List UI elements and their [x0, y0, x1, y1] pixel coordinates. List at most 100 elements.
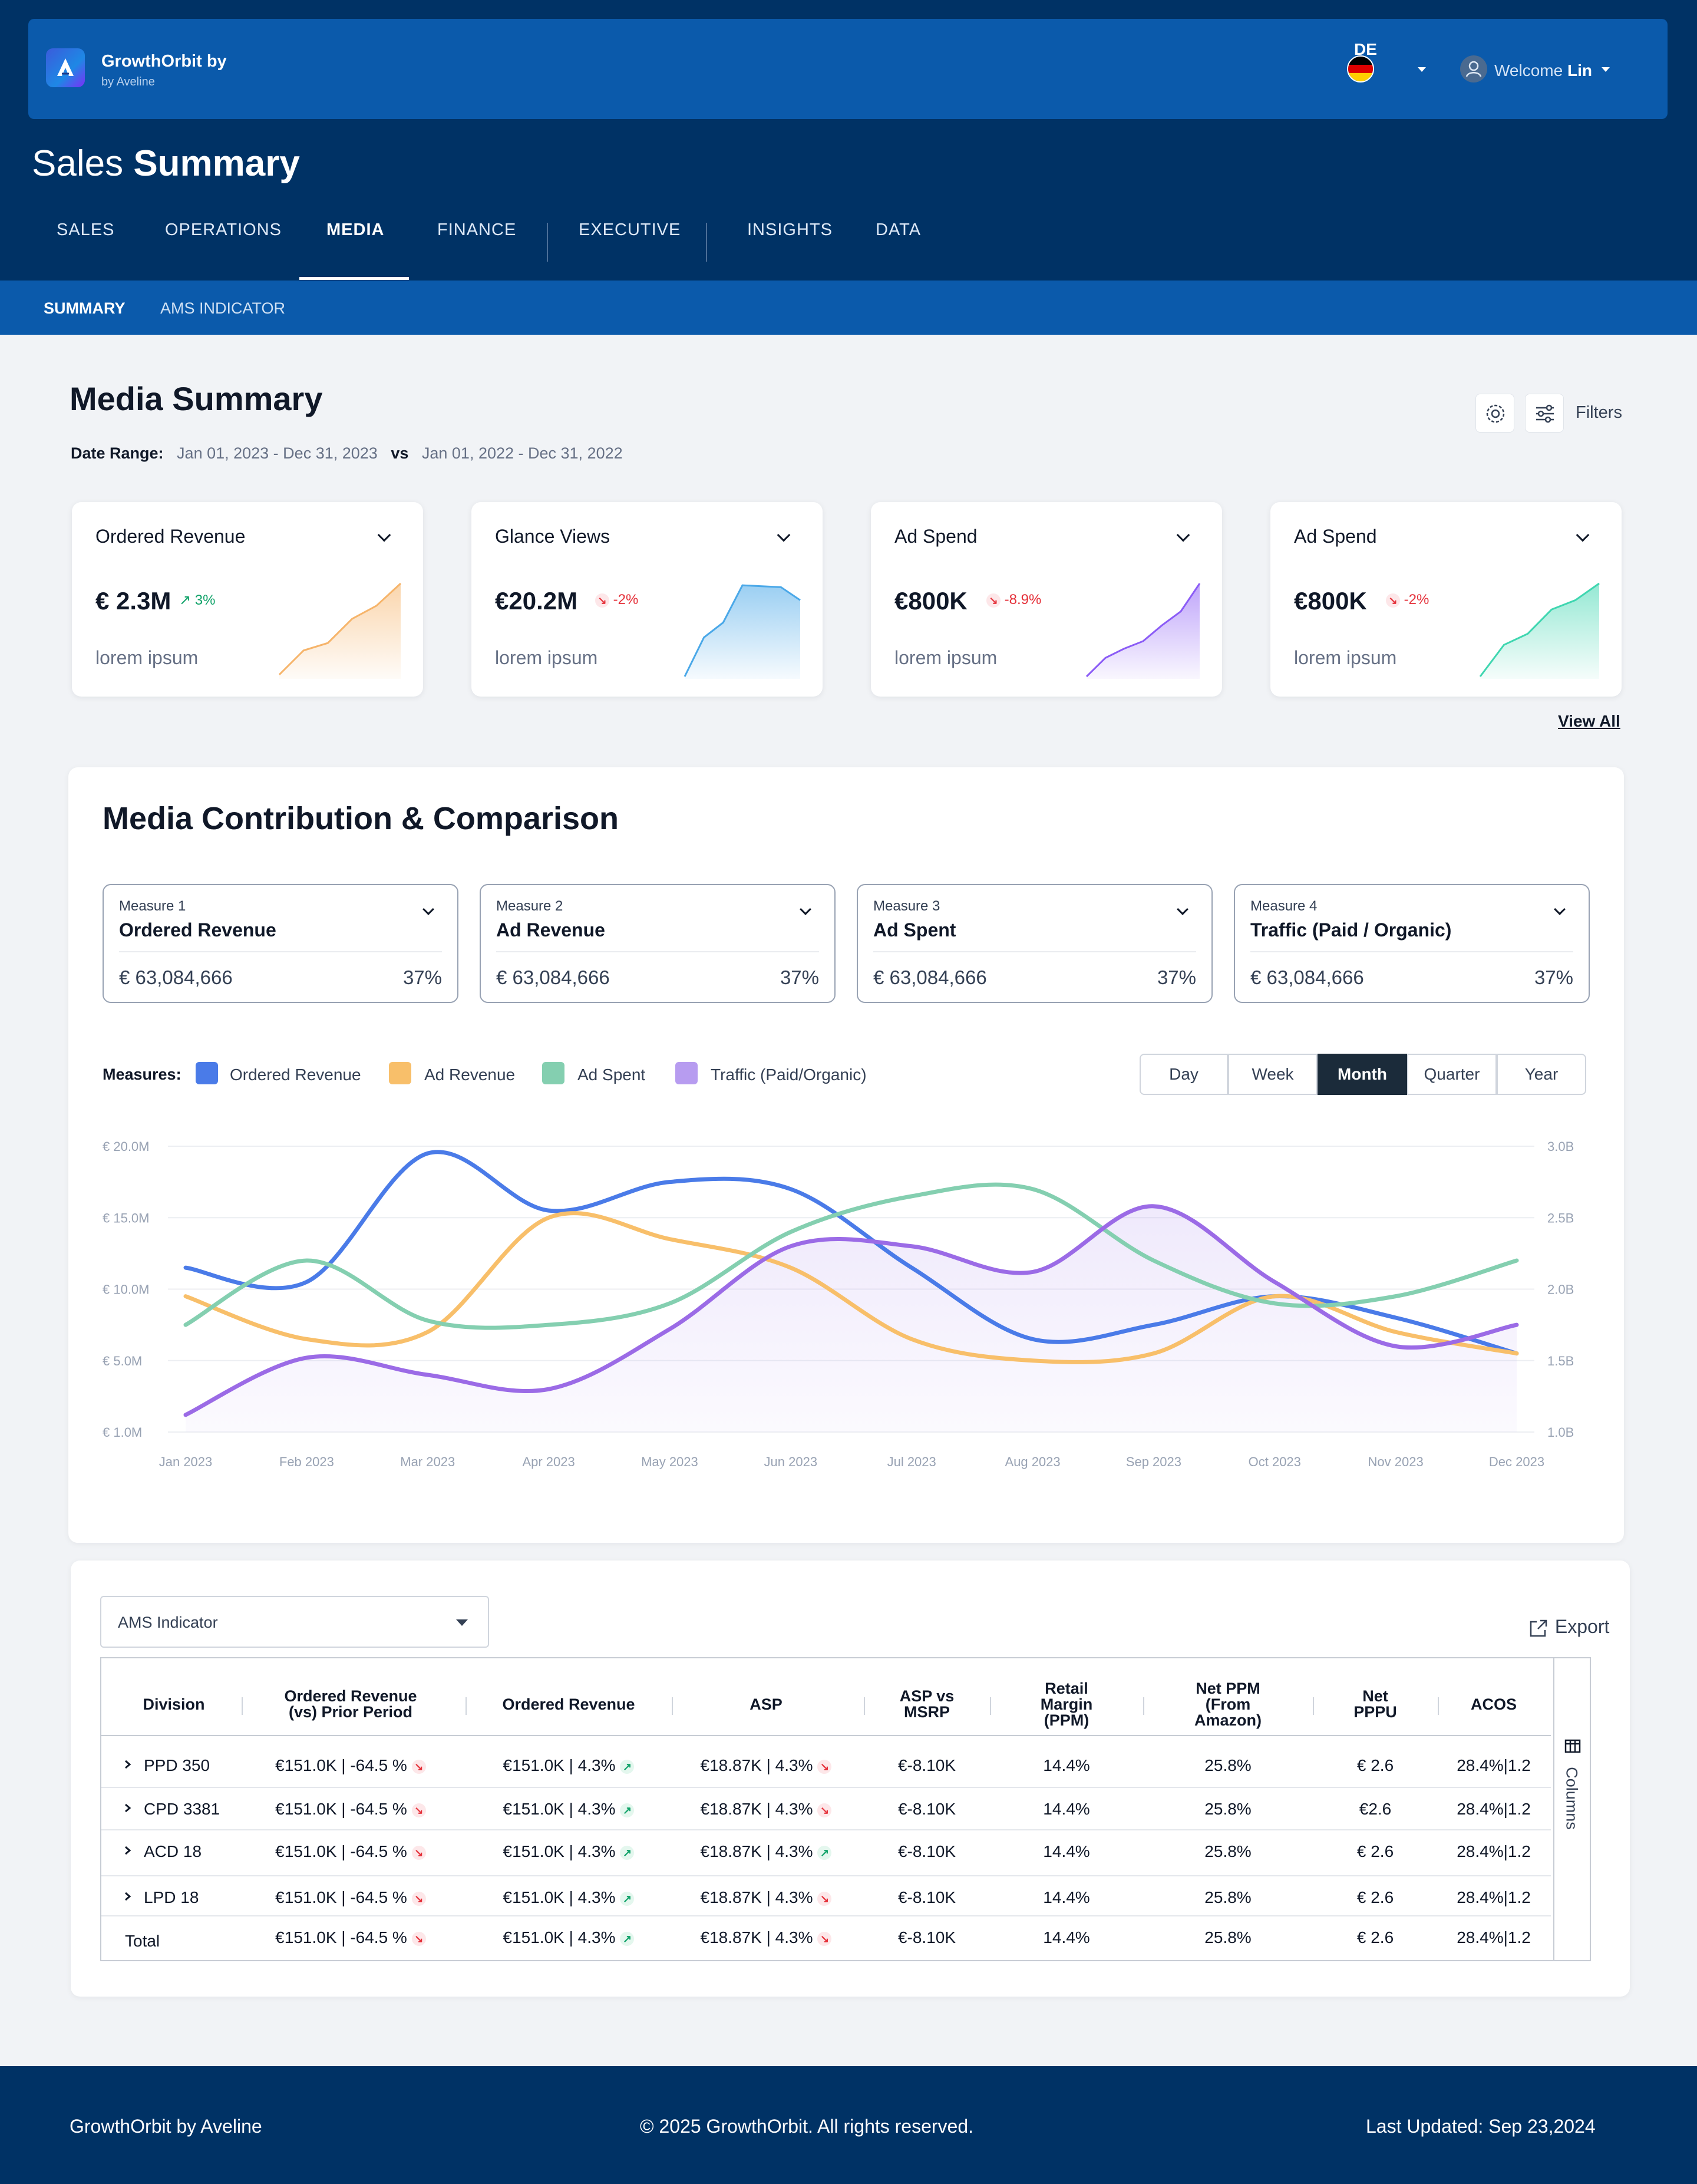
kpi-title: Glance Views — [495, 526, 610, 547]
chevron-down-icon[interactable] — [777, 528, 791, 542]
division-cell: LPD 18 — [144, 1888, 199, 1906]
chevron-down-icon[interactable] — [800, 903, 811, 915]
date-range[interactable]: Date Range: Jan 01, 2023 - Dec 31, 2023 … — [71, 444, 623, 462]
kpi-card[interactable]: Glance Views €20.2M ↘ -2% lorem ipsum — [471, 502, 823, 697]
tab-operations[interactable]: OPERATIONS — [165, 220, 282, 239]
filters-label[interactable]: Filters — [1576, 403, 1622, 422]
kpi-card[interactable]: Ad Spend €800K ↘ -8.9% lorem ipsum — [871, 502, 1222, 697]
column-header[interactable]: ASP — [750, 1695, 783, 1713]
chevron-down-icon[interactable] — [1554, 903, 1566, 915]
asp_msrp-cell: €-8.10K — [897, 1800, 956, 1818]
period-year[interactable]: Year — [1497, 1054, 1586, 1095]
language-selector[interactable]: DE — [1354, 40, 1377, 58]
chevron-right-icon[interactable] — [123, 1888, 133, 1909]
measure-percent: 37% — [1157, 966, 1196, 988]
chevron-right-icon[interactable] — [123, 1756, 133, 1777]
period-week[interactable]: Week — [1228, 1054, 1318, 1095]
series-line-3 — [183, 1204, 1519, 1417]
legend-item[interactable]: Ordered Revenue — [230, 1065, 361, 1084]
period-day[interactable]: Day — [1140, 1054, 1228, 1095]
chevron-down-icon[interactable] — [1176, 528, 1190, 542]
logo-icon[interactable] — [46, 48, 85, 87]
columns-toggle[interactable]: Columns — [1553, 1658, 1590, 1960]
arrow-up-icon: ↗ — [620, 1759, 635, 1774]
y-tick-right: 1.0B — [1547, 1425, 1574, 1440]
column-header[interactable]: ASP vs MSRP — [899, 1687, 955, 1721]
column-header[interactable]: Retail Margin (PPM) — [1040, 1679, 1093, 1729]
export-button[interactable]: Export — [1527, 1616, 1609, 1639]
chevron-down-icon[interactable] — [1177, 903, 1188, 915]
measure-label: Measure 3 — [873, 898, 940, 914]
measure-card[interactable]: Measure 2 Ad Revenue € 63,084,666 37% — [480, 884, 836, 1003]
kpi-card[interactable]: Ad Spend €800K ↘ -2% lorem ipsum — [1270, 502, 1622, 697]
division-cell: Total — [125, 1932, 160, 1950]
arrow-down-icon: ↘ — [411, 1759, 426, 1774]
chevron-right-icon[interactable] — [123, 1842, 133, 1863]
footer: GrowthOrbit by Aveline © 2025 GrowthOrbi… — [0, 2066, 1697, 2184]
welcome-user[interactable]: Welcome Lin — [1494, 61, 1592, 80]
row-divider — [101, 1787, 1551, 1788]
period-month[interactable]: Month — [1318, 1054, 1407, 1095]
tab-data[interactable]: DATA — [876, 220, 922, 239]
chevron-down-icon[interactable] — [377, 528, 391, 542]
legend-item[interactable]: Traffic (Paid/Organic) — [711, 1065, 867, 1084]
column-header[interactable]: Division — [143, 1695, 205, 1713]
user-icon[interactable] — [1460, 55, 1487, 83]
acos-cell: 28.4%|1.2 — [1457, 1800, 1531, 1818]
header-separator — [1143, 1697, 1144, 1715]
legend-item[interactable]: Ad Spent — [577, 1065, 646, 1084]
column-header[interactable]: Ordered Revenue — [502, 1695, 635, 1713]
pppu-cell: € 2.6 — [1356, 1842, 1394, 1860]
tab-executive[interactable]: EXECUTIVE — [579, 220, 681, 239]
kpi-sparkline — [278, 582, 402, 679]
measure-value: € 63,084,666 — [873, 966, 987, 988]
filters-button[interactable] — [1525, 394, 1564, 433]
arrow-up-icon: ↗ — [620, 1845, 635, 1860]
arrow-up-icon: ↗ — [620, 1803, 635, 1817]
chevron-down-icon[interactable] — [1576, 528, 1590, 542]
subtab-summary[interactable]: SUMMARY — [44, 299, 126, 317]
column-header[interactable]: Net PPPU — [1353, 1687, 1397, 1721]
measure-card[interactable]: Measure 3 Ad Spent € 63,084,666 37% — [857, 884, 1213, 1003]
y-tick-left: € 20.0M — [103, 1139, 150, 1154]
x-tick: Dec 2023 — [1489, 1454, 1544, 1469]
asp_msrp-cell: €-8.10K — [897, 1756, 956, 1774]
metric-cell: €151.0K | -64.5 % ↘ — [242, 1888, 460, 1907]
arrow-down-icon: ↘ — [411, 1931, 426, 1946]
legend-swatch[interactable] — [196, 1062, 218, 1084]
column-header[interactable]: ACOS — [1470, 1695, 1517, 1713]
settings-button[interactable] — [1475, 394, 1514, 433]
tab-insights[interactable]: INSIGHTS — [747, 220, 833, 239]
column-header[interactable]: Ordered Revenue (vs) Prior Period — [284, 1687, 417, 1721]
y-tick-right: 1.5B — [1547, 1354, 1574, 1368]
subtab-ams-indicator[interactable]: AMS INDICATOR — [160, 299, 286, 317]
indicator-select[interactable]: AMS Indicator — [100, 1596, 489, 1648]
tab-sales[interactable]: SALES — [57, 220, 115, 239]
arrow-down-icon: ↘ — [411, 1845, 426, 1860]
measure-card[interactable]: Measure 1 Ordered Revenue € 63,084,666 3… — [103, 884, 458, 1003]
measure-label: Measure 4 — [1250, 898, 1318, 914]
measure-card[interactable]: Measure 4 Traffic (Paid / Organic) € 63,… — [1234, 884, 1590, 1003]
sparkline-line — [278, 582, 402, 675]
columns-label: Columns — [1563, 1767, 1581, 1830]
pppu-cell: € 2.6 — [1356, 1928, 1394, 1947]
period-quarter[interactable]: Quarter — [1407, 1054, 1497, 1095]
page-title: Sales Summary — [32, 143, 300, 184]
column-header[interactable]: Net PPM (From Amazon) — [1194, 1679, 1262, 1729]
kpi-value: €20.2M — [495, 587, 578, 615]
tab-finance[interactable]: FINANCE — [437, 220, 517, 239]
view-all-link[interactable]: View All — [1558, 712, 1620, 730]
legend-swatch[interactable] — [675, 1062, 698, 1084]
legend-swatch[interactable] — [542, 1062, 564, 1084]
kpi-card[interactable]: Ordered Revenue € 2.3M ↗ 3% lorem ipsum — [72, 502, 423, 697]
chevron-right-icon[interactable] — [123, 1800, 133, 1820]
legend-swatch[interactable] — [389, 1062, 411, 1084]
retail-cell: 14.4% — [1043, 1888, 1090, 1906]
legend-item[interactable]: Ad Revenue — [424, 1065, 516, 1084]
chevron-down-icon[interactable] — [422, 903, 434, 915]
flag-de-icon[interactable] — [1347, 55, 1374, 83]
tab-media[interactable]: MEDIA — [326, 220, 385, 239]
y-tick-left: € 10.0M — [103, 1282, 150, 1297]
line-chart[interactable]: € 1.0M 1.0B € 5.0M 1.5B € 10.0M 2.0B € 15.0M 2.… — [94, 1131, 1603, 1485]
metric-cell: €18.87K | 4.3% ↘ — [672, 1928, 860, 1947]
